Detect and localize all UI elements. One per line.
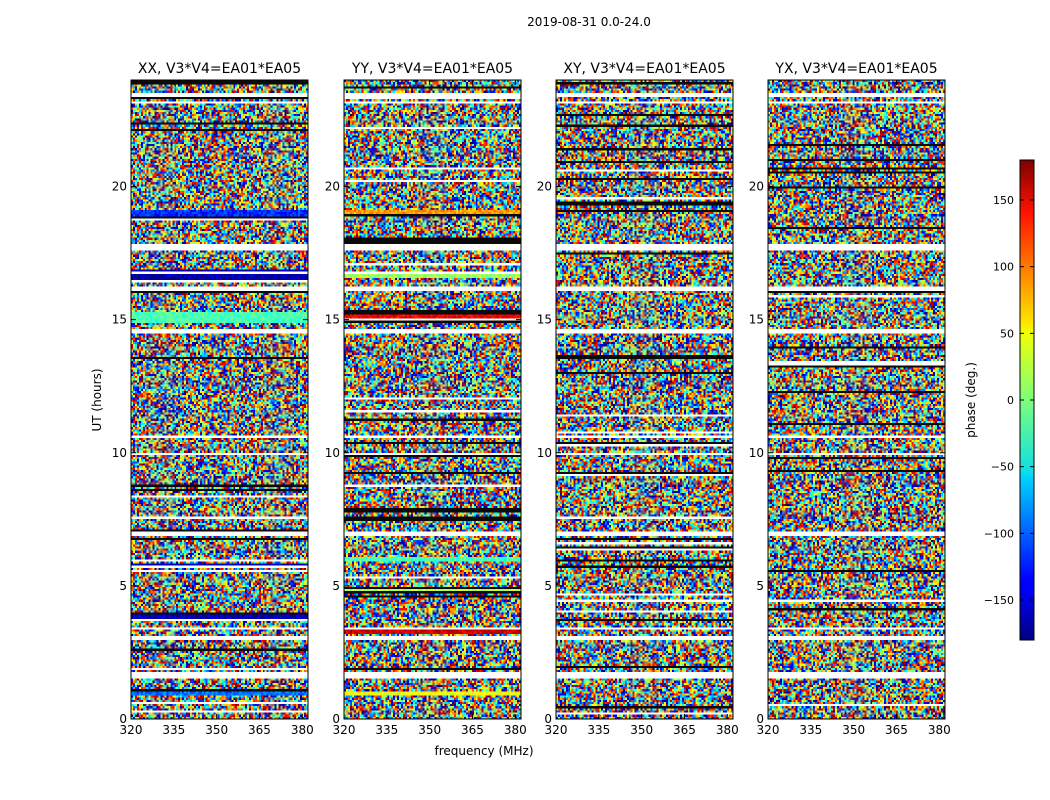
x-tick-label: 335: [162, 723, 185, 737]
y-tick-label: 0: [544, 712, 552, 726]
x-tick-label: 380: [928, 723, 951, 737]
x-tick-label: 320: [757, 723, 780, 737]
x-tick-label: 335: [799, 723, 822, 737]
panel: YY, V3*V4=EA01*EA05 320 335 350 365 380 0 5 10 15…: [325, 61, 527, 737]
y-tick-label: 15: [325, 313, 340, 327]
x-tick-label: 350: [630, 723, 653, 737]
x-tick-label: 350: [842, 723, 865, 737]
panel: XY, V3*V4=EA01*EA05 320 335 350 365 380 0 5 10 15…: [537, 61, 739, 737]
x-tick-label: 380: [716, 723, 739, 737]
panel-frame: [130, 79, 309, 720]
panel-frame: [555, 79, 734, 720]
colorbar-tick-label: −100: [984, 527, 1014, 540]
x-tick-label: 335: [375, 723, 398, 737]
panel-title: YX, V3*V4=EA01*EA05: [774, 61, 937, 77]
colorbar-tick-label: 0: [1007, 394, 1014, 407]
phase-heatmap: [556, 80, 733, 719]
y-tick-label: 20: [112, 180, 127, 194]
x-tick-label: 365: [885, 723, 908, 737]
x-tick-label: 350: [205, 723, 228, 737]
colorbar: −150 −100 −50 0 50 100 150: [984, 159, 1035, 641]
phase-heatmap: [768, 80, 945, 719]
y-tick-label: 15: [112, 313, 127, 327]
phase-heatmap: [344, 80, 521, 719]
x-tick-label: 365: [248, 723, 271, 737]
x-tick-label: 365: [461, 723, 484, 737]
y-tick-label: 20: [749, 180, 764, 194]
y-tick-label: 10: [749, 446, 764, 460]
panel-frame: [343, 79, 522, 720]
y-tick-label: 10: [537, 446, 552, 460]
y-tick-label: 10: [325, 446, 340, 460]
x-tick-label: 320: [333, 723, 356, 737]
panel-title: XY, V3*V4=EA01*EA05: [563, 61, 725, 77]
colorbar-tick-label: −50: [991, 461, 1014, 474]
x-tick-label: 350: [418, 723, 441, 737]
y-tick-label: 20: [537, 180, 552, 194]
x-tick-label: 320: [545, 723, 568, 737]
colorbar-tick-label: 100: [993, 261, 1014, 274]
panel: XX, V3*V4=EA01*EA05 320 335 350 365 380 0 5 10 15…: [112, 61, 314, 737]
y-tick-label: 20: [325, 180, 340, 194]
panels-group: XX, V3*V4=EA01*EA05 320 335 350 365 380 0 5 10 15…: [112, 61, 951, 737]
y-tick-label: 5: [756, 579, 764, 593]
colorbar-label: phase (deg.): [964, 362, 978, 438]
colorbar-ticks: −150 −100 −50 0 50 100 150: [984, 194, 1034, 607]
y-tick-label: 0: [756, 712, 764, 726]
x-tick-label: 320: [120, 723, 143, 737]
y-tick-label: 5: [332, 579, 340, 593]
x-tick-label: 380: [291, 723, 314, 737]
x-axis-label: frequency (MHz): [434, 744, 533, 758]
y-tick-label: 5: [544, 579, 552, 593]
x-tick-label: 380: [504, 723, 527, 737]
panel: YX, V3*V4=EA01*EA05 320 335 350 365 380 0 5 10 15…: [749, 61, 951, 737]
x-tick-label: 365: [673, 723, 696, 737]
y-tick-label: 15: [749, 313, 764, 327]
y-tick-label: 5: [119, 579, 127, 593]
panel-title: XX, V3*V4=EA01*EA05: [138, 61, 301, 77]
panel-frame: [767, 79, 946, 720]
y-tick-label: 15: [537, 313, 552, 327]
y-tick-label: 10: [112, 446, 127, 460]
phase-heatmap: [131, 80, 308, 719]
y-axis-label: UT (hours): [90, 368, 104, 431]
colorbar-tick-label: 150: [993, 194, 1014, 207]
panel-title: YY, V3*V4=EA01*EA05: [351, 61, 513, 77]
x-tick-label: 335: [587, 723, 610, 737]
colorbar-tick-label: 50: [1000, 327, 1014, 340]
figure-suptitle: 2019-08-31 0.0-24.0: [527, 15, 651, 29]
y-tick-label: 0: [332, 712, 340, 726]
colorbar-tick-label: −150: [984, 594, 1014, 607]
y-tick-label: 0: [119, 712, 127, 726]
